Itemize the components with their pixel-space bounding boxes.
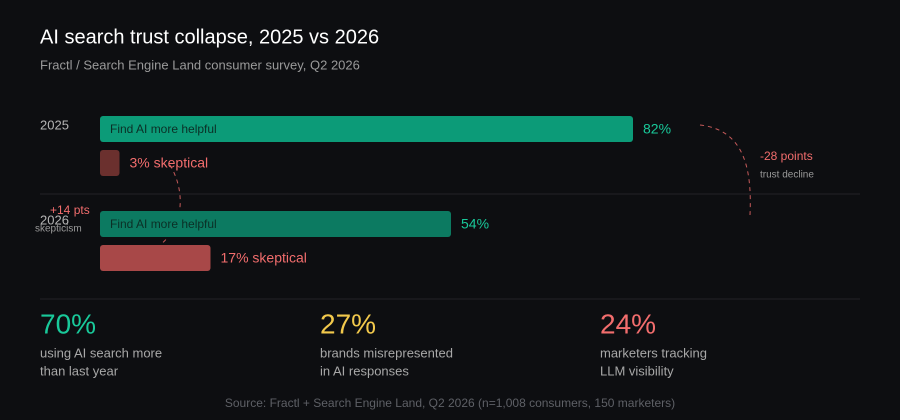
bar <box>100 150 120 176</box>
value-label: 17% skeptical <box>221 250 307 266</box>
stat-label: in AI responses <box>320 363 409 378</box>
stat-value: 24% <box>600 308 656 339</box>
annotation-note: trust decline <box>760 170 814 181</box>
stat-label: using AI search more <box>40 345 162 360</box>
bar <box>100 211 451 237</box>
stat-value: 27% <box>320 308 376 339</box>
bar-name: Find AI more helpful <box>110 122 217 136</box>
value-label: 54% <box>461 216 489 232</box>
chart-subtitle: Fractl / Search Engine Land consumer sur… <box>40 57 360 72</box>
stat-label: brands misrepresented <box>320 345 453 360</box>
stat-label: than last year <box>40 363 119 378</box>
stat-label: LLM visibility <box>600 363 674 378</box>
bar <box>100 245 211 271</box>
value-label: 3% skeptical <box>130 155 209 171</box>
stat-label: marketers tracking <box>600 345 707 360</box>
bar-name: Find AI more helpful <box>110 217 217 231</box>
annotation: -28 points <box>760 149 813 163</box>
category-label: 2025 <box>40 117 69 132</box>
bar <box>100 116 633 142</box>
annotation: +14 pts <box>50 203 90 217</box>
category-label: 2026 <box>40 212 69 227</box>
stat-value: 70% <box>40 308 96 339</box>
chart-title: AI search trust collapse, 2025 vs 2026 <box>40 26 379 48</box>
value-label: 82% <box>643 121 671 137</box>
annotation-note: skepticism <box>35 224 82 235</box>
source: Source: Fractl + Search Engine Land, Q2 … <box>225 396 675 410</box>
skepticism-arrow <box>159 164 181 246</box>
